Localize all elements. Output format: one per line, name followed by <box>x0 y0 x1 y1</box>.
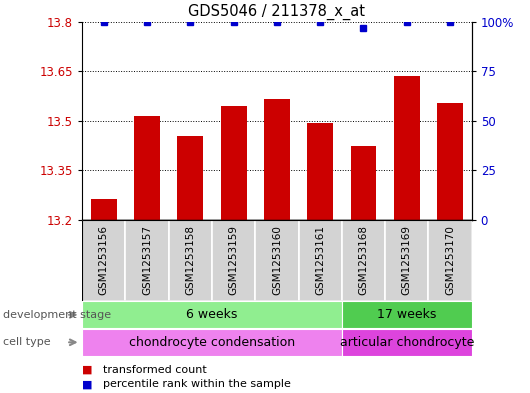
Text: GSM1253159: GSM1253159 <box>228 225 239 296</box>
Text: cell type: cell type <box>3 337 50 347</box>
Bar <box>342 220 385 301</box>
Bar <box>169 220 212 301</box>
Text: GSM1253158: GSM1253158 <box>186 225 196 296</box>
Bar <box>212 220 255 301</box>
Bar <box>350 146 376 220</box>
Text: GSM1253156: GSM1253156 <box>99 225 109 296</box>
Text: GSM1253157: GSM1253157 <box>142 225 152 296</box>
Bar <box>342 329 472 356</box>
Text: ■: ■ <box>82 379 93 389</box>
Text: ■: ■ <box>82 365 93 375</box>
Bar <box>437 103 463 220</box>
Bar <box>126 220 169 301</box>
Bar <box>178 136 204 220</box>
Text: GSM1253168: GSM1253168 <box>358 225 368 296</box>
Text: 17 weeks: 17 weeks <box>377 308 437 321</box>
Text: GSM1253160: GSM1253160 <box>272 226 282 295</box>
Text: GSM1253170: GSM1253170 <box>445 226 455 295</box>
Bar <box>255 220 298 301</box>
Text: 6 weeks: 6 weeks <box>187 308 237 321</box>
Bar <box>385 220 428 301</box>
Bar <box>264 99 290 220</box>
Text: chondrocyte condensation: chondrocyte condensation <box>129 336 295 349</box>
Title: GDS5046 / 211378_x_at: GDS5046 / 211378_x_at <box>189 4 365 20</box>
Text: GSM1253169: GSM1253169 <box>402 225 412 296</box>
Bar <box>428 220 472 301</box>
Text: articular chondrocyte: articular chondrocyte <box>340 336 474 349</box>
Bar <box>82 329 342 356</box>
Bar <box>220 106 246 220</box>
Text: transformed count: transformed count <box>103 365 207 375</box>
Bar <box>342 301 472 328</box>
Bar <box>307 123 333 220</box>
Bar <box>82 220 126 301</box>
Bar <box>91 198 117 220</box>
Bar <box>134 116 160 220</box>
Bar <box>394 76 420 220</box>
Text: percentile rank within the sample: percentile rank within the sample <box>103 379 291 389</box>
Text: development stage: development stage <box>3 310 111 320</box>
Bar <box>298 220 342 301</box>
Text: GSM1253161: GSM1253161 <box>315 225 325 296</box>
Bar <box>82 301 342 328</box>
